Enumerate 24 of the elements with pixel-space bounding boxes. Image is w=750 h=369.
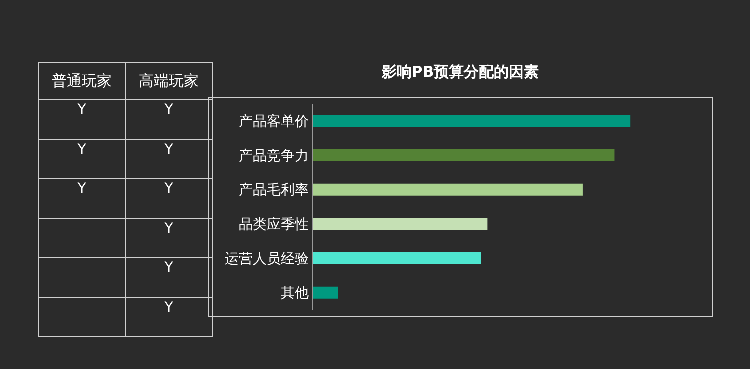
- chart-title: 影响PB预算分配的因素: [380, 63, 540, 82]
- text: Y: [164, 300, 174, 316]
- text: Y: [164, 220, 174, 236]
- bar: [313, 286, 338, 299]
- text: Y: [164, 142, 174, 158]
- bar: [313, 184, 583, 196]
- bar: [313, 149, 615, 162]
- text: Y: [78, 181, 86, 197]
- category-label: 高端玩家: [126, 62, 212, 100]
- y-tick-label: 产品竞争力: [239, 148, 310, 164]
- bar: [313, 252, 482, 265]
- category-label: 普通玩家: [38, 62, 126, 100]
- text: Y: [78, 142, 86, 158]
- text: Y: [78, 102, 86, 118]
- text: Y: [164, 260, 174, 276]
- bar: [313, 115, 631, 128]
- y-tick-label: 产品客单价: [239, 114, 310, 130]
- text: Y: [164, 181, 174, 197]
- y-tick-label: 其他: [281, 286, 310, 302]
- bar: [313, 218, 488, 230]
- y-tick-label: 运营人员经验: [225, 251, 310, 268]
- y-tick-label: 品类应季性: [239, 217, 310, 234]
- y-tick-label: 产品毛利率: [239, 182, 310, 199]
- text: Y: [164, 102, 174, 118]
